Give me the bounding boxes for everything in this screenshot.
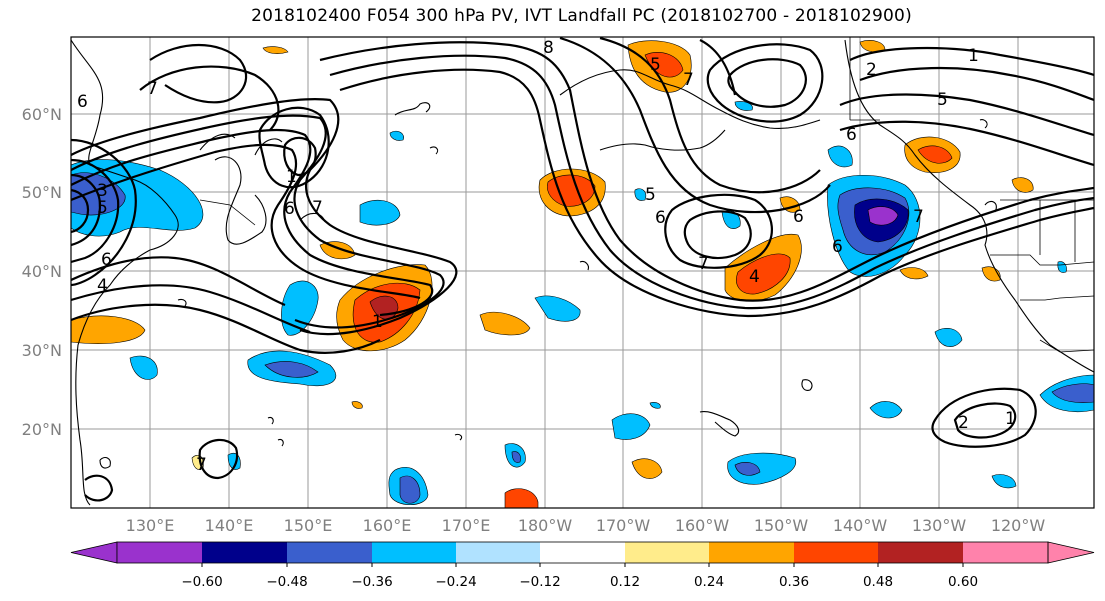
longitude-label: 150°W [754,516,809,535]
pv-contour-label: 3 [97,181,108,201]
colorbar-tick-label: −0.48 [266,574,307,590]
pv-contour-label: 6 [655,208,666,228]
pv-contour-label: 1 [372,312,383,332]
longitude-label: 170°W [596,516,651,535]
colorbar-extend-high [1047,541,1095,564]
colorbar-tick-label: −0.36 [351,574,392,590]
longitude-axis: 130°E 140°E 150°E 160°E 170°E 180°W 170°… [126,516,1046,535]
pv-contour-label: 1 [1005,409,1016,429]
pv-contour-label: 7 [698,254,709,274]
pv-contour-label: 8 [543,38,554,58]
pv-contour-label: 6 [846,125,857,145]
colorbar-tick-label: 0.24 [694,574,724,590]
pv-contour-label: 6 [101,250,112,270]
pv-contour-label: 5 [97,198,108,218]
colorbar-swatch [202,542,287,563]
pv-contour-label: 2 [958,413,969,433]
colorbar-swatch [117,542,202,563]
pv-contour-label: 7 [913,207,924,227]
colorbar-swatch [372,542,456,563]
ivt-shading [71,40,1094,508]
pv-contour-label: 5 [645,185,656,205]
colorbar-tick-label: 0.36 [779,574,809,590]
pv-contour-label: 7 [312,198,323,218]
pv-contour-label: 5 [650,55,661,75]
colorbar-tick-label: −0.60 [181,574,222,590]
colorbar-swatch [963,542,1048,563]
map-area: 6 3 5 4 6 7 1 7 8 5 6 7 1 6 7 5 6 7 4 6 … [71,37,1094,508]
longitude-label: 140°E [205,516,254,535]
colorbar: −0.60 −0.48 −0.36 −0.24 −0.12 0.12 0.24 … [70,541,1095,590]
pv-contour-label: 4 [749,267,760,287]
latitude-label: 40°N [22,262,62,281]
colorbar-outline [116,541,1049,564]
colorbar-swatch [456,542,540,563]
pv-contour-label: 6 [832,237,843,257]
pv-contours [71,37,1094,502]
pv-contour-label: 7 [147,79,158,99]
latitude-label: 60°N [22,105,62,124]
pv-contour-label: 1 [968,46,979,66]
latitude-label: 30°N [22,341,62,360]
colorbar-swatch [878,542,963,563]
longitude-label: 180°W [518,516,573,535]
colorbar-tick-label: 0.48 [863,574,893,590]
latitude-axis: 60°N 50°N 40°N 30°N 20°N [22,105,62,439]
colorbar-swatch [709,542,794,563]
colorbar-tick-label: −0.24 [435,574,476,590]
longitude-label: 160°W [675,516,730,535]
colorbar-swatch [540,542,625,563]
colorbar-tick-label: 0.12 [610,574,640,590]
pv-contour-label: 5 [937,90,948,110]
longitude-label: 120°W [991,516,1046,535]
latitude-label: 50°N [22,183,62,202]
pv-contour-label: 1 [286,167,297,187]
pv-contour-label: 7 [683,70,694,90]
pv-contour-label: 2 [866,60,877,80]
latitude-label: 20°N [22,420,62,439]
longitude-label: 130°E [126,516,175,535]
map-title: 2018102400 F054 300 hPa PV, IVT Landfall… [251,6,912,26]
pv-contour-label: 6 [77,92,88,112]
longitude-label: 140°W [833,516,888,535]
map-frame [70,36,1095,509]
colorbar-swatch [625,542,709,563]
pv-contour-labels: 6 3 5 4 6 7 1 7 8 5 6 7 1 6 7 5 6 7 4 6 … [77,38,1016,475]
pv-contour-label: 4 [97,276,108,296]
colorbar-extend-low [70,541,118,564]
colorbar-swatch [287,542,372,563]
colorbar-tick-label: 0.60 [948,574,978,590]
borders [199,37,1094,353]
longitude-label: 170°E [442,516,491,535]
colorbar-swatch [794,542,878,563]
pv-contour-label: 6 [284,199,295,219]
longitude-label: 150°E [284,516,333,535]
longitude-label: 130°W [912,516,967,535]
colorbar-tick-label: −0.12 [519,574,560,590]
longitude-label: 160°E [363,516,412,535]
pv-contour-label: 6 [793,207,804,227]
pv-contour-label: 7 [196,455,207,475]
